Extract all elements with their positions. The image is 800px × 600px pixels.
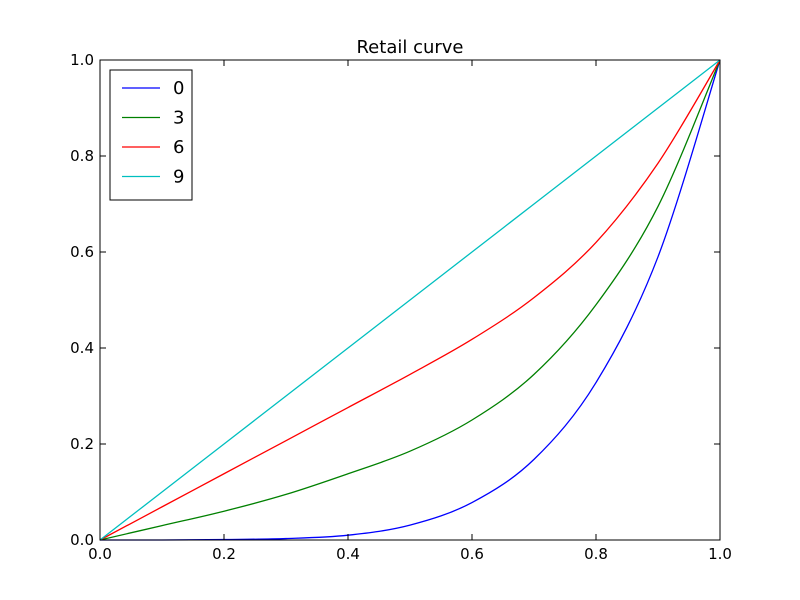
series-line-9 [99, 59, 721, 541]
legend-label-6: 6 [173, 137, 184, 158]
legend-box [109, 69, 193, 201]
x-tick-label: 0.6 [460, 545, 484, 563]
y-tick-label: 0.8 [70, 147, 94, 165]
x-tick-label: 1.0 [708, 545, 732, 563]
x-tick-label: 0.8 [584, 545, 608, 563]
axes-layer: 0.0 0.2 0.4 0.6 0.8 1.0 0.0 0.2 0.4 0.6 0.8 1.0 [70, 51, 732, 563]
y-tick-label: 0.4 [70, 339, 94, 357]
legend-label-0: 0 [173, 78, 184, 99]
plot-frame [99, 59, 721, 541]
legend-label-3: 3 [173, 108, 184, 129]
y-tick-label: 1.0 [70, 51, 94, 69]
y-tick-label: 0.0 [70, 531, 94, 549]
y-tick-label: 0.6 [70, 243, 94, 261]
chart-title: Retail curve [356, 37, 463, 58]
series-line-3 [99, 59, 721, 541]
y-tick-label: 0.2 [70, 435, 94, 453]
x-tick-label: 0.4 [336, 545, 360, 563]
x-tick-label: 0.2 [212, 545, 236, 563]
x-tick-label: 0.0 [88, 545, 112, 563]
legend: 0 3 6 9 [109, 69, 193, 201]
legend-label-9: 9 [173, 167, 184, 188]
series-line-6 [99, 59, 721, 541]
